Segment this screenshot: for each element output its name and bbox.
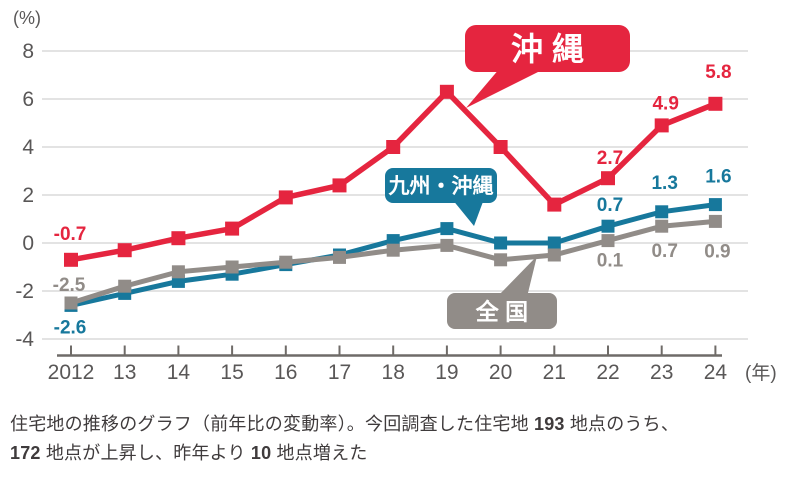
data-point-okinawa (493, 140, 508, 154)
value-label-zenkoku: -2.5 (53, 275, 86, 296)
y-tick-label: 8 (22, 40, 34, 63)
x-tick-label: 22 (596, 361, 619, 384)
x-tick-label: 20 (489, 361, 512, 384)
callout-okinawa-tail (466, 68, 546, 108)
callout-zenkoku-label: 全 国 (475, 298, 528, 324)
value-label-kyushu-okinawa: 0.7 (597, 195, 623, 216)
y-axis-unit-label: (%) (13, 8, 41, 28)
x-tick-label: 19 (435, 361, 458, 384)
data-point-okinawa (171, 231, 186, 246)
data-point-zenkoku (118, 279, 132, 293)
value-label-okinawa: -0.7 (54, 224, 87, 245)
data-point-kyushu-okinawa (601, 219, 615, 233)
value-label-okinawa: 4.9 (652, 93, 678, 114)
y-tick-label: 2 (22, 184, 34, 207)
caption-text-segment: 住宅地の推移のグラフ（前年比の変動率）。今回調査した住宅地 (10, 414, 534, 434)
x-tick-label: 15 (220, 361, 243, 384)
data-point-zenkoku (708, 214, 722, 228)
data-point-okinawa (654, 118, 669, 133)
x-tick-label: 23 (650, 361, 673, 384)
data-point-kyushu-okinawa (440, 222, 454, 236)
value-label-kyushu-okinawa: 1.6 (705, 167, 731, 188)
x-tick-label: 2012 (48, 361, 95, 384)
data-point-zenkoku (64, 296, 78, 310)
data-point-okinawa (64, 252, 78, 267)
data-point-kyushu-okinawa (494, 236, 508, 250)
data-point-okinawa (386, 140, 401, 154)
data-point-zenkoku (547, 248, 561, 262)
x-tick-label: 13 (113, 361, 136, 384)
value-label-okinawa: 2.7 (597, 148, 623, 169)
value-label-kyushu-okinawa: -2.6 (54, 317, 87, 338)
caption-text-segment: 地点が上昇し、昨年より (40, 443, 251, 463)
x-tick-label: 18 (382, 361, 405, 384)
value-label-zenkoku: 0.7 (651, 241, 677, 262)
caption-number: 10 (250, 443, 272, 463)
y-tick-label: 6 (22, 88, 34, 111)
data-point-okinawa (601, 171, 615, 186)
y-tick-label: -2 (15, 280, 34, 303)
callout-okinawa (465, 25, 630, 72)
value-label-zenkoku: 0.9 (704, 241, 730, 262)
callout-okinawa-label: 沖 縄 (511, 31, 584, 67)
callout-kyushu-okinawa-tail (452, 199, 484, 226)
data-point-okinawa (278, 190, 293, 205)
caption-text-segment: 地点のうち、 (564, 414, 680, 434)
data-point-zenkoku (279, 255, 293, 269)
data-point-zenkoku (386, 243, 400, 257)
data-point-zenkoku (171, 265, 185, 279)
data-point-zenkoku (494, 253, 508, 267)
y-tick-label: 4 (22, 136, 34, 159)
caption-number: 172 (10, 443, 41, 463)
callout-kyushu-okinawa-label: 九州・沖縄 (388, 175, 494, 198)
x-axis-unit-label: (年) (745, 362, 777, 384)
caption-text-segment: 地点増えた (271, 443, 368, 463)
x-tick-label: 17 (328, 361, 351, 384)
data-point-okinawa (117, 243, 132, 258)
y-tick-label: 0 (22, 232, 34, 255)
x-tick-label: 16 (274, 361, 297, 384)
data-point-zenkoku (655, 219, 669, 233)
data-point-kyushu-okinawa (708, 198, 722, 212)
data-point-zenkoku (225, 260, 239, 274)
data-point-okinawa (332, 178, 347, 193)
data-point-zenkoku (601, 234, 615, 248)
value-label-zenkoku: 0.1 (597, 251, 624, 272)
data-point-okinawa (439, 84, 454, 99)
data-point-zenkoku (440, 238, 454, 252)
callout-kyushu-okinawa (385, 168, 497, 203)
caption: 住宅地の推移のグラフ（前年比の変動率）。今回調査した住宅地 193 地点のうち、… (10, 410, 800, 468)
data-point-okinawa (225, 221, 240, 236)
value-label-kyushu-okinawa: 1.3 (651, 173, 677, 194)
x-tick-label: 14 (167, 361, 191, 384)
x-tick-label: 24 (704, 361, 728, 384)
caption-number: 193 (534, 414, 565, 434)
data-point-kyushu-okinawa (547, 236, 561, 250)
data-point-kyushu-okinawa (655, 205, 669, 219)
y-tick-label: -4 (15, 328, 34, 351)
data-point-zenkoku (333, 250, 346, 264)
callout-zenkoku (447, 293, 557, 329)
data-point-okinawa (708, 96, 723, 111)
x-tick-label: 21 (543, 361, 566, 384)
callout-zenkoku-tail (497, 256, 537, 297)
data-point-okinawa (547, 197, 562, 212)
value-label-okinawa: 5.8 (705, 62, 731, 83)
